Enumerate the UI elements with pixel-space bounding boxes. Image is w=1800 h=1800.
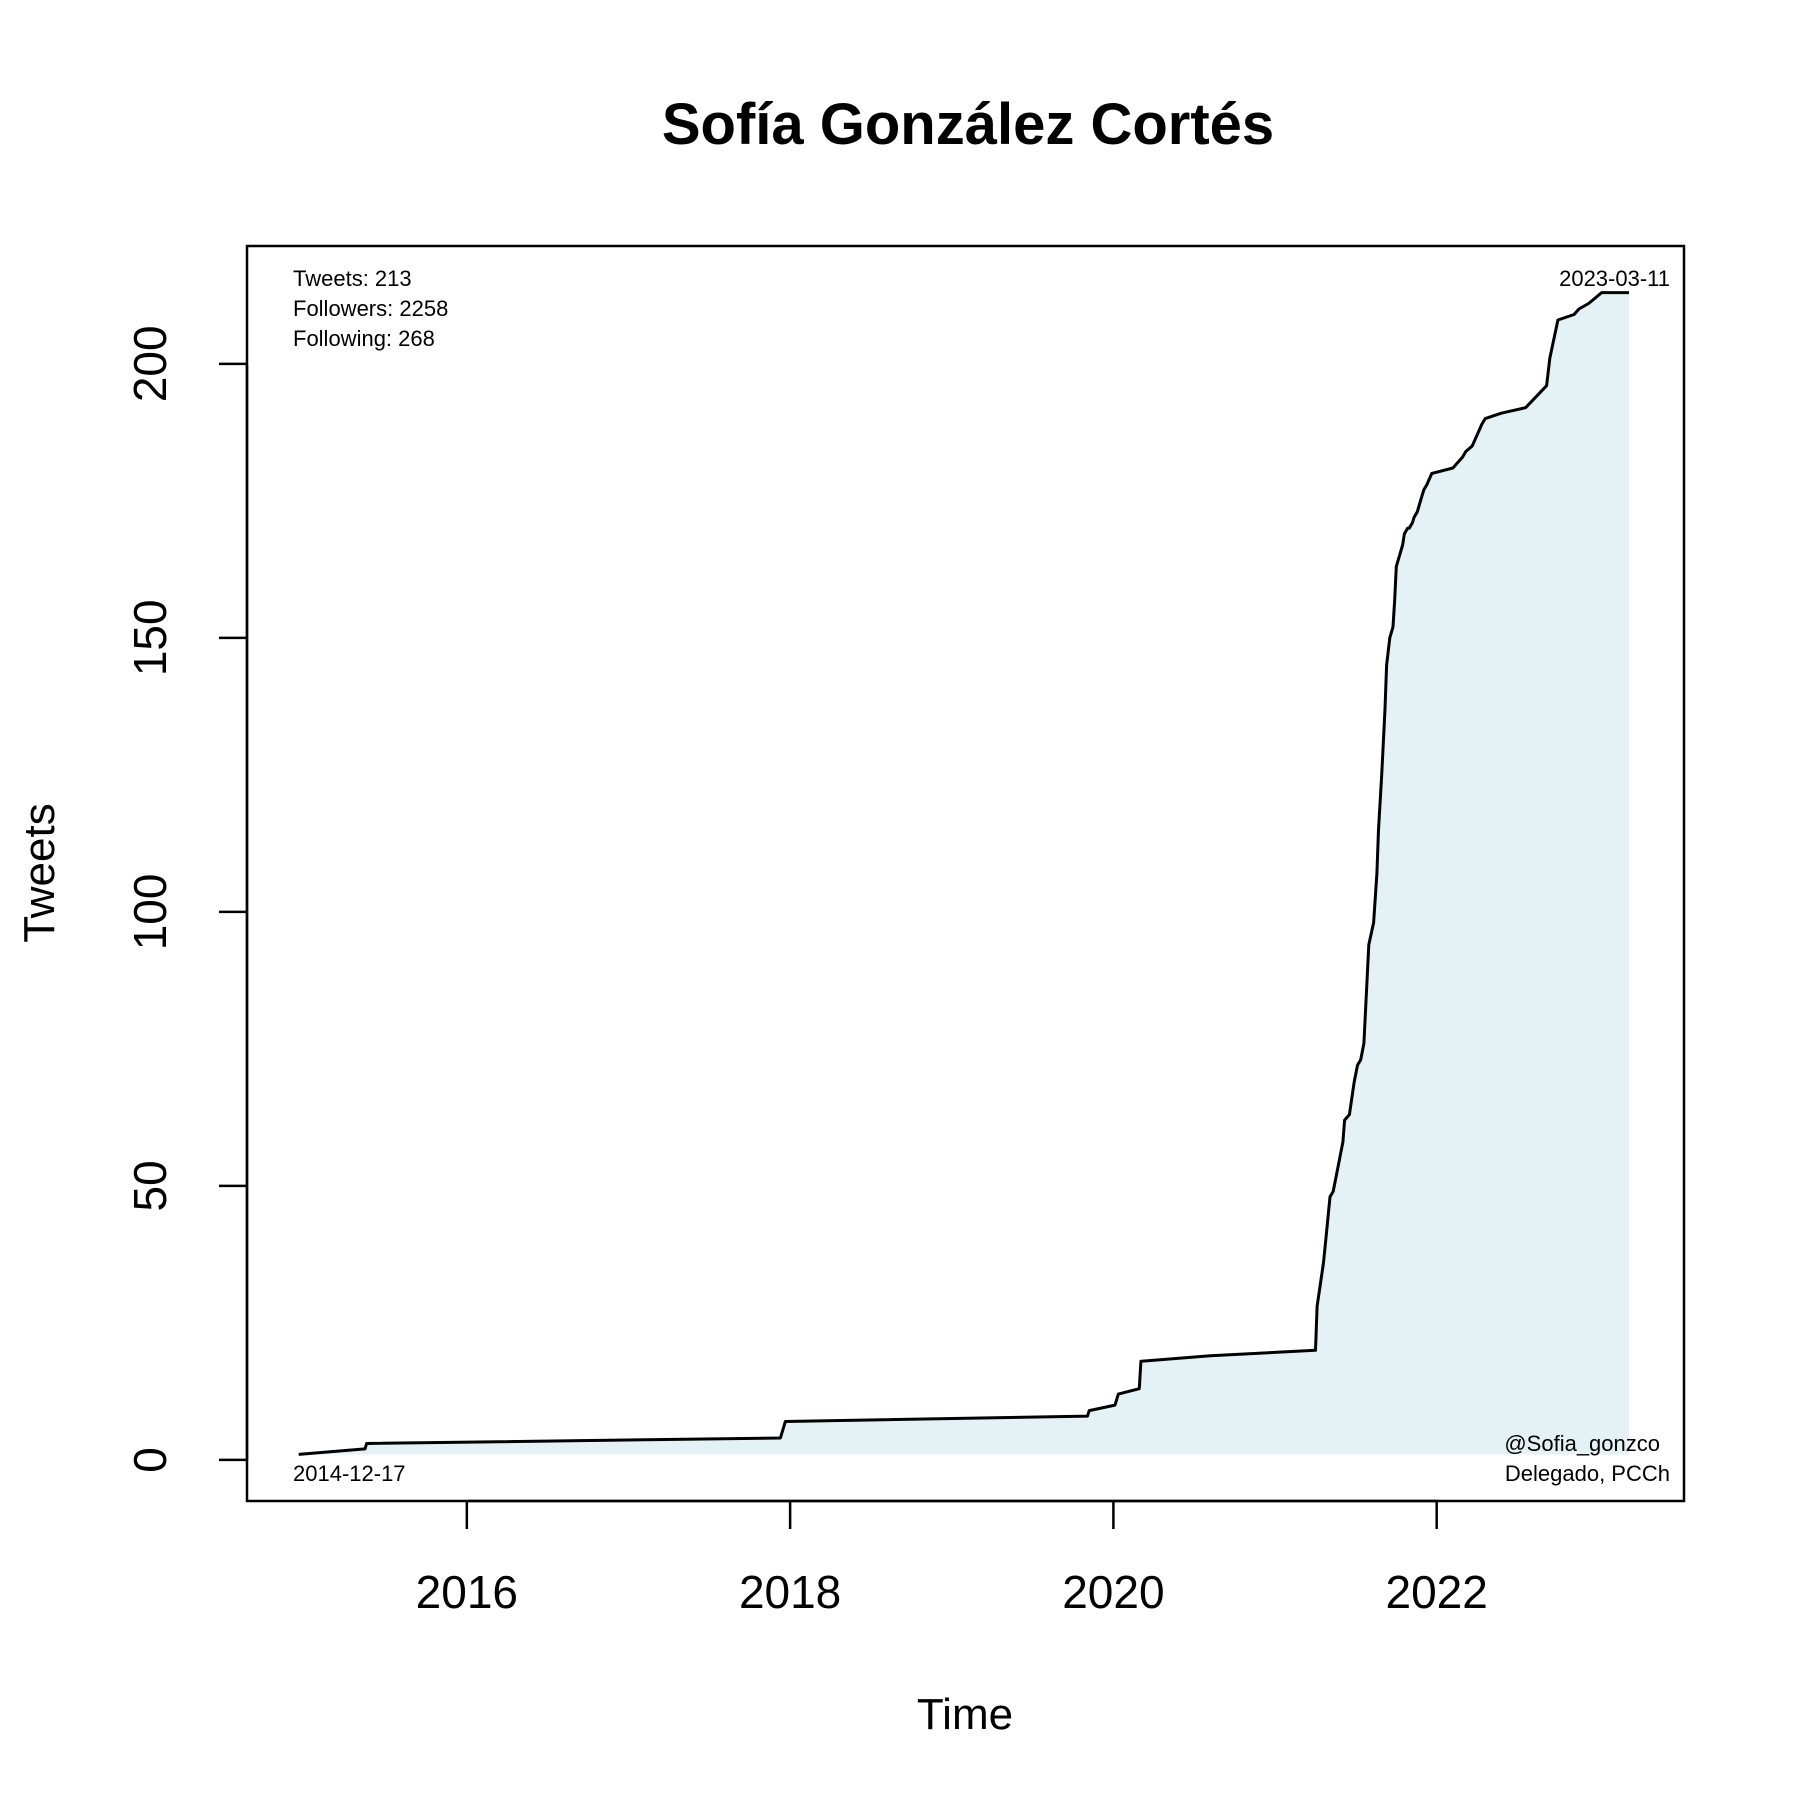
end-date-label: 2023-03-11 <box>1559 266 1670 291</box>
stat-following: Following: 268 <box>293 326 435 351</box>
stat-followers: Followers: 2258 <box>293 296 448 321</box>
y-tick-label: 50 <box>124 1160 176 1211</box>
x-tick-label: 2018 <box>739 1566 841 1618</box>
y-axis-label: Tweets <box>15 803 64 942</box>
x-axis-label: Time <box>917 1690 1013 1739</box>
plot-area <box>298 291 1630 1456</box>
y-tick-label: 150 <box>124 599 176 676</box>
y-tick-label: 200 <box>124 325 176 402</box>
x-tick-label: 2022 <box>1386 1566 1488 1618</box>
stat-tweets: Tweets: 213 <box>293 266 412 291</box>
y-tick-label: 100 <box>124 874 176 951</box>
series-line <box>298 291 1629 1456</box>
x-tick-label: 2016 <box>416 1566 518 1618</box>
y-tick-label: 0 <box>124 1447 176 1473</box>
role-label: Delegado, PCCh <box>1505 1461 1670 1486</box>
x-axis: 2016 2018 2020 2022 <box>416 1499 1488 1618</box>
y-axis: 0 50 100 150 200 <box>124 325 249 1473</box>
series-area <box>298 292 1630 1455</box>
chart-title: Sofía González Cortés <box>662 92 1274 157</box>
x-tick-label: 2020 <box>1062 1566 1164 1618</box>
handle-label: @Sofia_gonzco <box>1504 1431 1660 1456</box>
start-date-label: 2014-12-17 <box>293 1461 406 1486</box>
